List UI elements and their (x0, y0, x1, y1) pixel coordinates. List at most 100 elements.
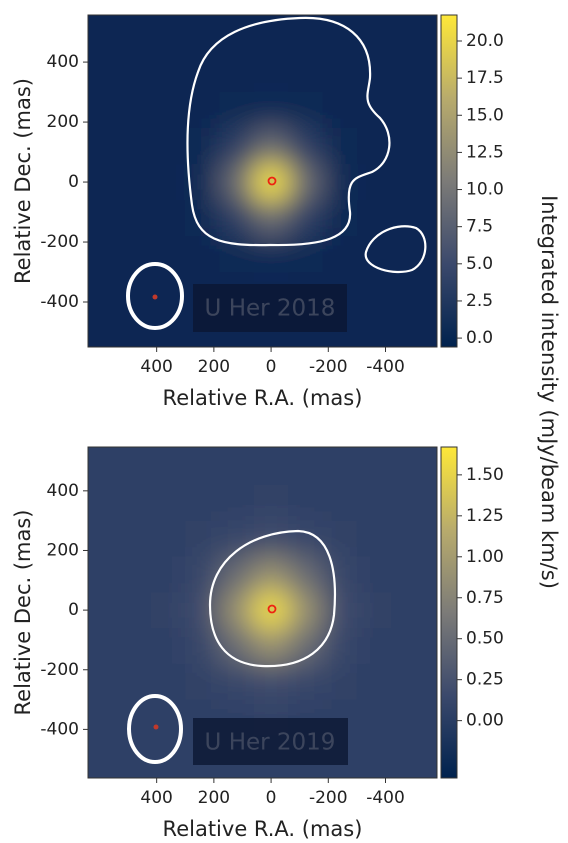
y-axis-label: Relative Dec. (mas) (11, 78, 35, 284)
x-tick-label: 200 (198, 357, 230, 377)
cell (88, 520, 152, 557)
cell (391, 484, 437, 522)
cell (185, 592, 221, 629)
cell (88, 15, 152, 57)
y-tick-label: 200 (47, 112, 79, 132)
cell (322, 200, 358, 237)
cell (219, 200, 255, 237)
colorbar-tick-label: 7.5 (466, 217, 493, 237)
cell (391, 699, 437, 736)
cell (356, 484, 392, 522)
cell (288, 592, 324, 629)
cell (150, 592, 186, 629)
cell (88, 484, 152, 522)
cell (185, 556, 221, 593)
cell (391, 92, 437, 129)
cell (356, 520, 392, 557)
cell (322, 92, 358, 129)
cell (219, 628, 255, 665)
y-tick-label: -400 (40, 292, 79, 312)
y-tick-label: 0 (68, 600, 79, 620)
cell (322, 484, 358, 522)
colorbar-tick-label: 2.5 (466, 291, 493, 311)
cell (219, 56, 255, 93)
cell (356, 556, 392, 593)
cell (88, 699, 152, 736)
contour (208, 529, 337, 668)
cell (288, 56, 324, 93)
cell (322, 520, 358, 557)
cell (322, 663, 358, 701)
cell (88, 272, 152, 309)
cells (88, 447, 437, 778)
cell (185, 520, 221, 557)
cell (185, 128, 221, 165)
cell (185, 236, 221, 273)
plot-frame (87, 446, 438, 779)
colorbar-tick-label: 17.5 (466, 68, 504, 88)
cell (88, 663, 152, 701)
cell (391, 556, 437, 593)
cell (356, 56, 392, 93)
heatmap (88, 15, 437, 347)
x-tick-label: -200 (309, 357, 348, 377)
colorbar-tick-label: 15.0 (466, 105, 504, 125)
y-tick-label: 0 (68, 172, 79, 192)
colorbar-tick-label: 0.0 (466, 328, 493, 348)
cell (356, 592, 392, 629)
cell (88, 628, 152, 665)
cell (288, 447, 324, 486)
cell (88, 56, 152, 93)
cell (391, 272, 437, 309)
cell (322, 628, 358, 665)
cell (322, 447, 358, 486)
colorbar-tick-label: 0.75 (466, 588, 504, 608)
cell (150, 92, 186, 129)
cell (219, 164, 255, 201)
plot-frame (87, 14, 438, 348)
cell (391, 520, 437, 557)
cell (253, 200, 289, 237)
y-tick-label: -200 (40, 232, 79, 252)
cell (356, 15, 392, 57)
x-tick-label: -400 (366, 788, 405, 808)
cell (288, 164, 324, 201)
peak-marker (267, 176, 277, 186)
x-tick-label: 0 (266, 357, 277, 377)
cell (322, 556, 358, 593)
cell (88, 556, 152, 593)
cell (150, 128, 186, 165)
cell (88, 128, 152, 165)
cell (88, 592, 152, 629)
cell (88, 92, 152, 129)
cell (150, 556, 186, 593)
cell (219, 484, 255, 522)
annotation-box (193, 284, 347, 332)
x-axis-label: Relative R.A. (mas) (163, 817, 363, 839)
cell (253, 92, 289, 129)
annotation-box (193, 718, 348, 765)
cell (253, 592, 289, 629)
star-position (153, 724, 159, 730)
cell (391, 663, 437, 701)
cell (391, 128, 437, 165)
colorbar-tick-label: 20.0 (466, 31, 504, 51)
cell (391, 56, 437, 93)
cell (322, 15, 358, 57)
cell (150, 628, 186, 665)
cell (391, 447, 437, 486)
cell (253, 556, 289, 593)
cells (88, 15, 437, 347)
cell (322, 56, 358, 93)
x-tick-label: 0 (266, 788, 277, 808)
colorbar-tick-label: 0.00 (466, 711, 504, 731)
y-axis-label: Relative Dec. (mas) (11, 509, 35, 715)
cell (253, 236, 289, 273)
cell (288, 128, 324, 165)
cell (88, 308, 152, 347)
cell (356, 92, 392, 129)
cell (253, 164, 289, 201)
cell (253, 128, 289, 165)
cell (185, 15, 221, 57)
